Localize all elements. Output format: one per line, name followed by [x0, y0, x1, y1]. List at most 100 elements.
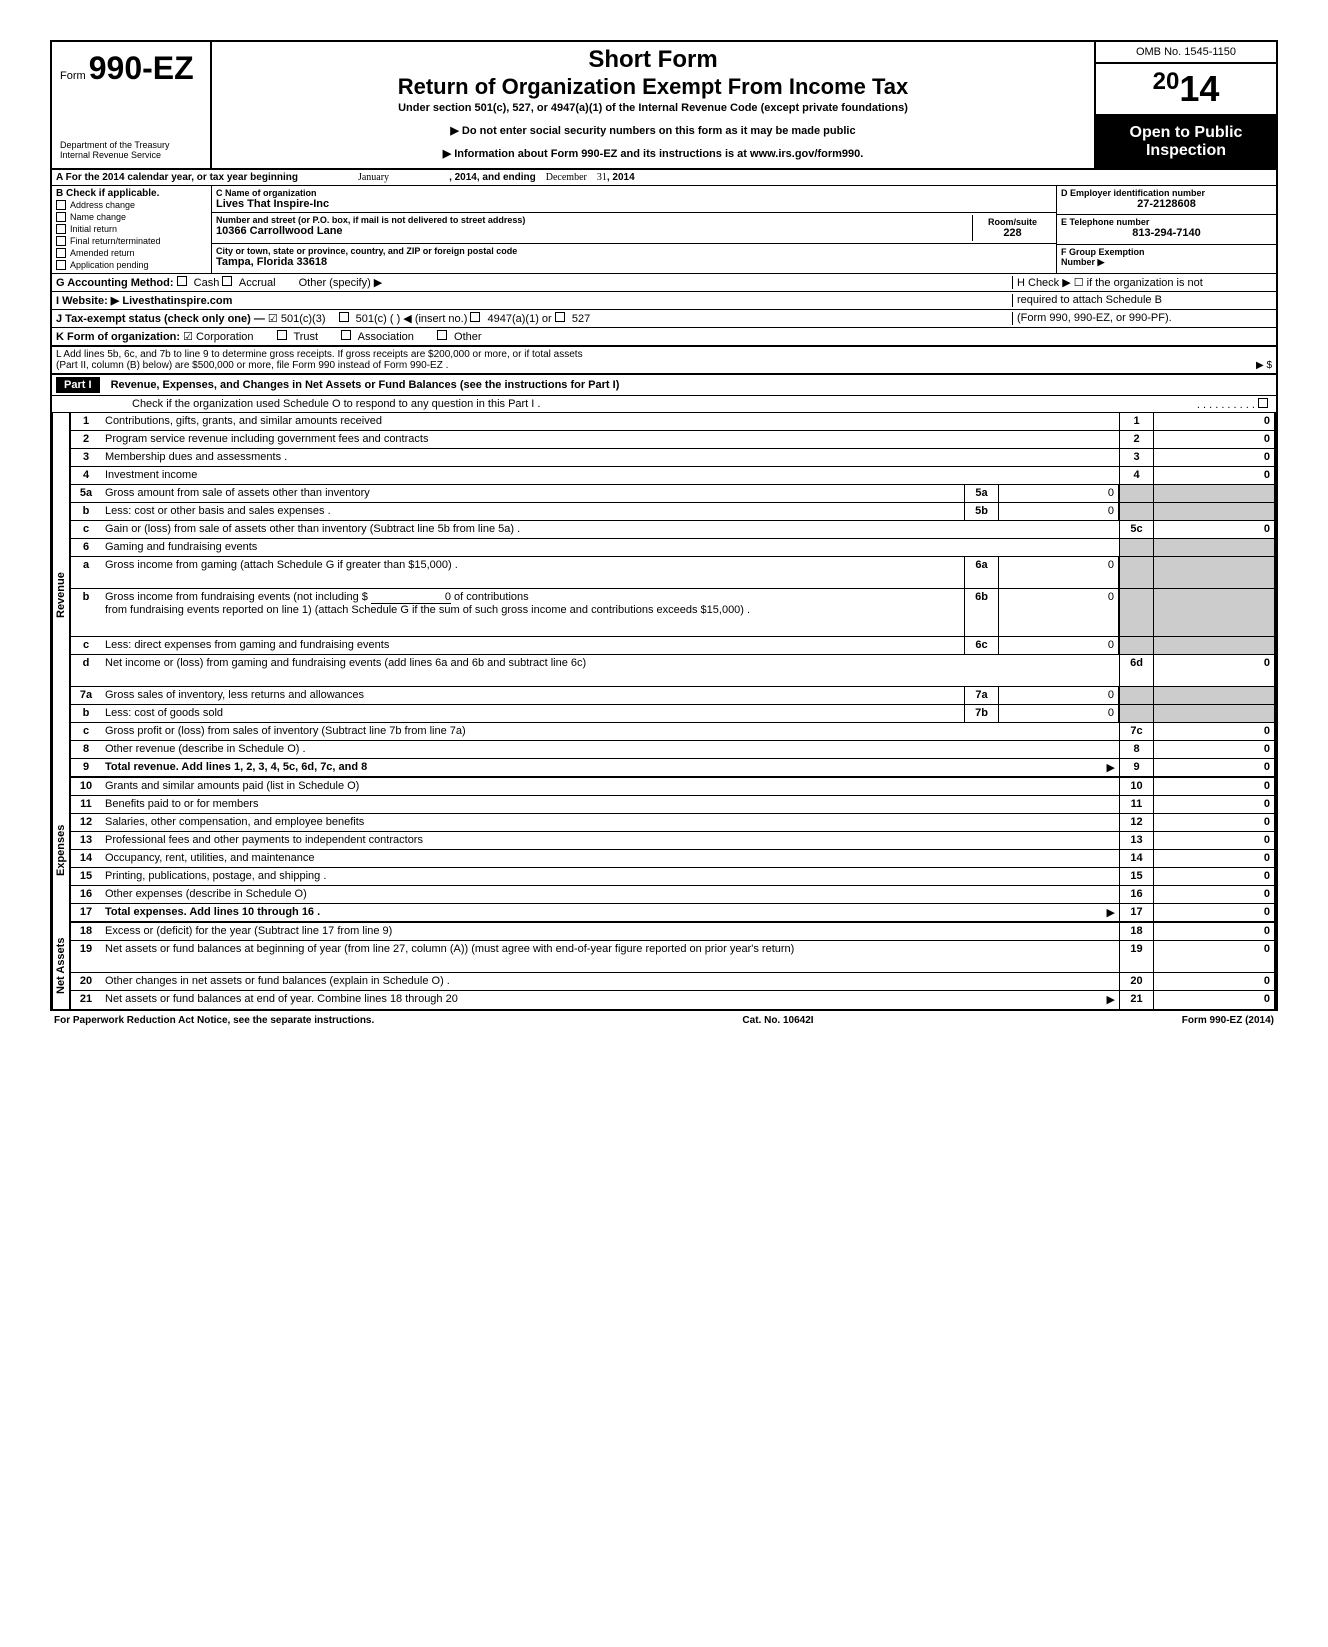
omb-no: OMB No. 1545-1150	[1096, 42, 1276, 64]
part1-header: Part I Revenue, Expenses, and Changes in…	[50, 375, 1278, 396]
g-row: G Accounting Method: Cash Accrual Other …	[50, 274, 1278, 292]
line-6a: a Gross income from gaming (attach Sched…	[69, 557, 1276, 589]
j-501c: 501(c) (	[356, 313, 394, 325]
k-assoc-check[interactable]	[341, 330, 351, 340]
h-form: (Form 990, 990-EZ, or 990-PF).	[1017, 312, 1272, 324]
room-label: Room/suite	[975, 217, 1050, 227]
line-6b: b Gross income from fundraising events (…	[69, 589, 1276, 637]
j-501c-check[interactable]	[339, 312, 349, 322]
ein-value: 27-2128608	[1061, 198, 1272, 210]
check-address[interactable]: Address change	[56, 199, 207, 211]
line-6c: c Less: direct expenses from gaming and …	[69, 637, 1276, 655]
l-row: L Add lines 5b, 6c, and 7b to line 9 to …	[50, 347, 1278, 375]
phone-cell: E Telephone number 813-294-7140	[1057, 215, 1276, 244]
j-527-check[interactable]	[555, 312, 565, 322]
line-7a: 7a Gross sales of inventory, less return…	[69, 687, 1276, 705]
website-value: Livesthatinspire.com	[122, 295, 232, 307]
city-value: Tampa, Florida 33618	[216, 256, 1052, 268]
right-col: D Employer identification number 27-2128…	[1056, 186, 1276, 273]
name-col: C Name of organization Lives That Inspir…	[212, 186, 1056, 273]
line-17: 17 Total expenses. Add lines 10 through …	[69, 904, 1276, 923]
line-3: 3 Membership dues and assessments . 3 0	[69, 449, 1276, 467]
h-cell: H Check ▶ ☐ if the organization is not	[1012, 276, 1272, 289]
line-6d: d Net income or (loss) from gaming and f…	[69, 655, 1276, 687]
k-trust-check[interactable]	[277, 330, 287, 340]
form-number: 990-EZ	[89, 50, 194, 86]
line-15: 15 Printing, publications, postage, and …	[69, 868, 1276, 886]
j-501c3: 501(c)(3)	[281, 313, 326, 325]
line-11: 11 Benefits paid to or for members 11 0	[69, 796, 1276, 814]
check-final[interactable]: Final return/terminated	[56, 235, 207, 247]
k-other: Other	[454, 331, 482, 343]
group-label: F Group Exemption	[1061, 247, 1272, 257]
k-row: K Form of organization: ☑ Corporation Tr…	[50, 328, 1278, 347]
j-501c3-check[interactable]: ☑	[268, 313, 278, 325]
footer-row: For Paperwork Reduction Act Notice, see …	[50, 1011, 1278, 1030]
j-insert: ) ◀ (insert no.)	[397, 313, 468, 325]
year-box: 2014	[1096, 64, 1276, 116]
revenue-side-label: Revenue	[52, 413, 69, 778]
form-header: Form 990-EZ Department of the Treasury I…	[50, 40, 1278, 170]
netassets-side-label: Net Assets	[52, 923, 69, 1009]
j-527: 527	[572, 313, 590, 325]
return-title: Return of Organization Exempt From Incom…	[220, 74, 1086, 100]
j-4947-check[interactable]	[470, 312, 480, 322]
k-other-check[interactable]	[437, 330, 447, 340]
phone-value: 813-294-7140	[1061, 227, 1272, 239]
check-amended[interactable]: Amended return	[56, 247, 207, 259]
part1-check-row: Check if the organization used Schedule …	[50, 396, 1278, 413]
check-pending[interactable]: Application pending	[56, 259, 207, 271]
year-2014: , 2014, and ending	[449, 172, 536, 183]
j-row: J Tax-exempt status (check only one) — ☑…	[50, 310, 1278, 328]
l-text-1: L Add lines 5b, 6c, and 7b to line 9 to …	[56, 349, 1272, 360]
line-7b: b Less: cost of goods sold 7b 0	[69, 705, 1276, 723]
city-label: City or town, state or province, country…	[216, 246, 1052, 256]
accrual-checkbox[interactable]	[222, 276, 232, 286]
open-public-1: Open to Public	[1100, 124, 1272, 142]
k-corp-check[interactable]: ☑	[183, 331, 193, 343]
check-name[interactable]: Name change	[56, 211, 207, 223]
line-21: 21 Net assets or fund balances at end of…	[69, 991, 1276, 1009]
line-20: 20 Other changes in net assets or fund b…	[69, 973, 1276, 991]
check-b-label: B Check if applicable.	[56, 188, 207, 199]
part1-title: Revenue, Expenses, and Changes in Net As…	[111, 379, 620, 391]
org-name: Lives That Inspire-Inc	[216, 198, 1052, 210]
year-prefix: 20	[1153, 68, 1180, 95]
year-suffix: 14	[1179, 68, 1219, 109]
6b-contrib: 0	[371, 591, 451, 604]
j-4947: 4947(a)(1) or	[488, 313, 552, 325]
h-cell-2: required to attach Schedule B	[1012, 294, 1272, 307]
part1-checkbox[interactable]	[1258, 398, 1268, 408]
i-row: I Website: ▶ Livesthatinspire.com requir…	[50, 292, 1278, 310]
g-label: G Accounting Method:	[56, 277, 174, 289]
cash-checkbox[interactable]	[177, 276, 187, 286]
check-initial[interactable]: Initial return	[56, 223, 207, 235]
netassets-lines: 18 Excess or (deficit) for the year (Sub…	[69, 923, 1276, 1009]
expenses-section: Expenses 10 Grants and similar amounts p…	[50, 778, 1278, 923]
end-year: , 2014	[607, 172, 635, 183]
calendar-row: A For the 2014 calendar year, or tax yea…	[50, 170, 1278, 186]
line-13: 13 Professional fees and other payments …	[69, 832, 1276, 850]
info-block: B Check if applicable. Address change Na…	[50, 186, 1278, 274]
street-value: 10366 Carrollwood Lane	[216, 225, 972, 237]
check-col: B Check if applicable. Address change Na…	[52, 186, 212, 273]
irs-line: Internal Revenue Service	[60, 150, 202, 160]
line-6: 6 Gaming and fundraising events	[69, 539, 1276, 557]
short-form: Short Form	[220, 46, 1086, 74]
open-public: Open to Public Inspection	[1096, 116, 1276, 168]
dept-text: Department of the Treasury Internal Reve…	[60, 140, 202, 160]
k-label: K Form of organization:	[56, 331, 180, 343]
street-label: Number and street (or P.O. box, if mail …	[216, 215, 972, 225]
line-18: 18 Excess or (deficit) for the year (Sub…	[69, 923, 1276, 941]
k-corp: Corporation	[196, 331, 253, 343]
ein-label: D Employer identification number	[1061, 188, 1272, 198]
h-required: required to attach Schedule B	[1017, 294, 1272, 306]
form-number-box: Form 990-EZ Department of the Treasury I…	[52, 42, 212, 168]
line-5a: 5a Gross amount from sale of assets othe…	[69, 485, 1276, 503]
j-label: J Tax-exempt status (check only one) —	[56, 313, 265, 325]
line-9: 9 Total revenue. Add lines 1, 2, 3, 4, 5…	[69, 759, 1276, 778]
end-day: 31	[597, 172, 607, 183]
l-arrow: ▶ $	[1256, 360, 1272, 371]
city-cell: City or town, state or province, country…	[212, 244, 1056, 270]
line-16: 16 Other expenses (describe in Schedule …	[69, 886, 1276, 904]
